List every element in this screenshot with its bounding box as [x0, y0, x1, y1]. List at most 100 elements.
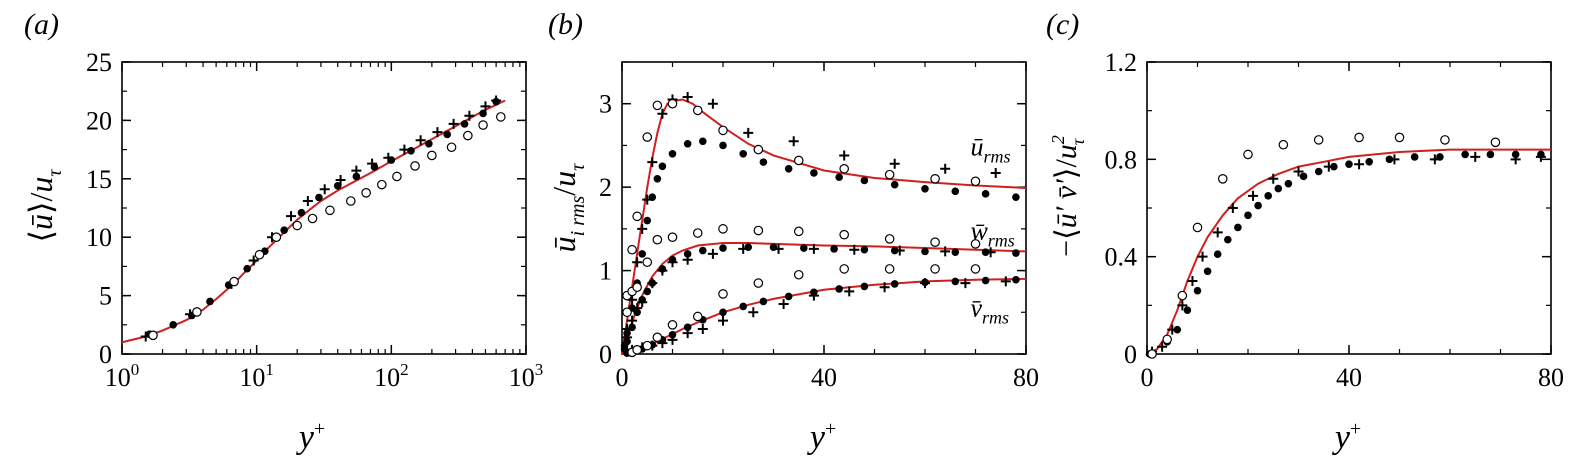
y-tick-label: 5 [99, 282, 112, 311]
data-point-plus [480, 101, 491, 112]
data-point-filled [683, 323, 692, 332]
data-point-filled [643, 287, 652, 296]
data-point-open [642, 132, 653, 142]
panel-c-tag: (c) [1046, 8, 1079, 41]
data-point-filled [1193, 286, 1202, 295]
data-point-filled [951, 277, 960, 286]
data-point-plus [940, 163, 951, 174]
data-point-open [930, 264, 940, 274]
data-point-filled [1203, 267, 1212, 276]
data-point-open [692, 105, 703, 116]
data-point-plus [622, 332, 633, 343]
data-point-open [839, 163, 849, 174]
y-tick-label: 20 [86, 106, 112, 135]
data-point-plus [647, 157, 658, 168]
plot-frame [621, 61, 1027, 355]
data-point-filled [719, 308, 727, 317]
data-point-open [652, 234, 663, 245]
data-point-filled [921, 185, 929, 193]
data-point-plus [302, 195, 313, 206]
data-point-plus [367, 158, 378, 169]
data-point-open [192, 307, 202, 317]
data-point-open [652, 332, 663, 343]
y-tick-label: 3 [599, 90, 612, 119]
data-point-filled [1183, 306, 1192, 315]
plot-frame [121, 61, 527, 355]
data-point-open [1440, 135, 1450, 145]
data-point-filled [890, 246, 899, 255]
data-point-open [1217, 174, 1228, 184]
data-point-plus [627, 315, 638, 326]
data-point-plus [351, 165, 362, 176]
data-point-plus [632, 303, 643, 314]
data-point-open [345, 196, 356, 206]
data-point-open [1490, 137, 1501, 148]
data-point-open [410, 161, 420, 171]
y-tick-label: 0.4 [1105, 243, 1138, 272]
data-point-filled [835, 285, 843, 293]
x-axis-label-a: y+ [296, 418, 325, 456]
data-point-plus [1157, 341, 1168, 352]
data-point-filled [830, 245, 838, 253]
data-point-open [753, 225, 764, 236]
data-point-plus [491, 95, 502, 106]
data-point-open [292, 220, 303, 231]
data-point-open [627, 244, 637, 255]
x-tick-label: 0 [1141, 363, 1154, 392]
data-point-plus [248, 255, 259, 266]
data-point-plus [743, 127, 754, 138]
y-tick-label: 1.2 [1105, 48, 1138, 77]
data-point-open [884, 234, 895, 244]
data-point-filled [352, 172, 361, 181]
data-point-plus [632, 257, 643, 268]
data-point-filled [699, 246, 707, 255]
x-tick-label: 80 [1538, 363, 1564, 392]
data-point-plus [383, 152, 394, 163]
data-point-filled [981, 276, 990, 285]
panel-a: (a) 100 101 102 103 0 5 10 15 20 25 y+ ⟨ū⟩/uτ [23, 8, 543, 456]
data-point-plus [637, 223, 648, 234]
data-point-open [254, 249, 265, 260]
data-point-plus [642, 194, 653, 205]
plot-area-c: 0 40 80 0 0.4 0.8 1.2 [1105, 48, 1565, 392]
data-point-open [427, 150, 437, 161]
data-point-plus [990, 167, 1001, 178]
x-tick-label: 101 [239, 360, 274, 392]
plot-area-b: 0 40 80 0 1 2 3 ūrms w̄rms v̄rms [599, 61, 1039, 392]
data-point-filled [699, 137, 707, 146]
data-point-open [325, 205, 335, 216]
data-point-filled [668, 149, 677, 158]
y-axis-label-a: ⟨ū⟩/uτ [23, 169, 66, 243]
data-point-open [632, 211, 642, 222]
data-point-open [692, 228, 703, 238]
data-point-open [930, 174, 940, 184]
data-point-filled [460, 120, 469, 128]
data-point-plus [738, 243, 749, 254]
y-tick-label: 10 [86, 223, 112, 252]
data-point-open [271, 232, 282, 242]
data-point-filled [1012, 193, 1020, 201]
data-point-filled [1012, 249, 1020, 257]
data-point-filled [1234, 223, 1242, 232]
data-point-open [970, 264, 981, 274]
data-point-filled [784, 292, 793, 301]
data-point-filled [479, 109, 487, 118]
data-point-plus [707, 248, 718, 259]
data-point-open [496, 112, 506, 122]
data-point-plus [773, 243, 784, 254]
data-point-filled [668, 331, 677, 339]
data-point-plus [647, 278, 658, 289]
data-point-plus [920, 278, 930, 289]
annotation-v-rms: v̄rms [970, 293, 1009, 327]
data-point-filled [784, 164, 793, 173]
data-point-plus [415, 135, 426, 146]
data-point-plus [707, 98, 718, 109]
data-point-filled [280, 226, 288, 234]
x-tick-label: 103 [509, 360, 544, 392]
x-tick-label: 0 [616, 363, 629, 392]
annotation-u-rms: ūrms [970, 132, 1010, 166]
data-point-plus [788, 136, 799, 147]
data-point-plus [335, 174, 346, 185]
data-point-open [839, 264, 849, 274]
x-tick-label: 40 [1336, 363, 1362, 392]
